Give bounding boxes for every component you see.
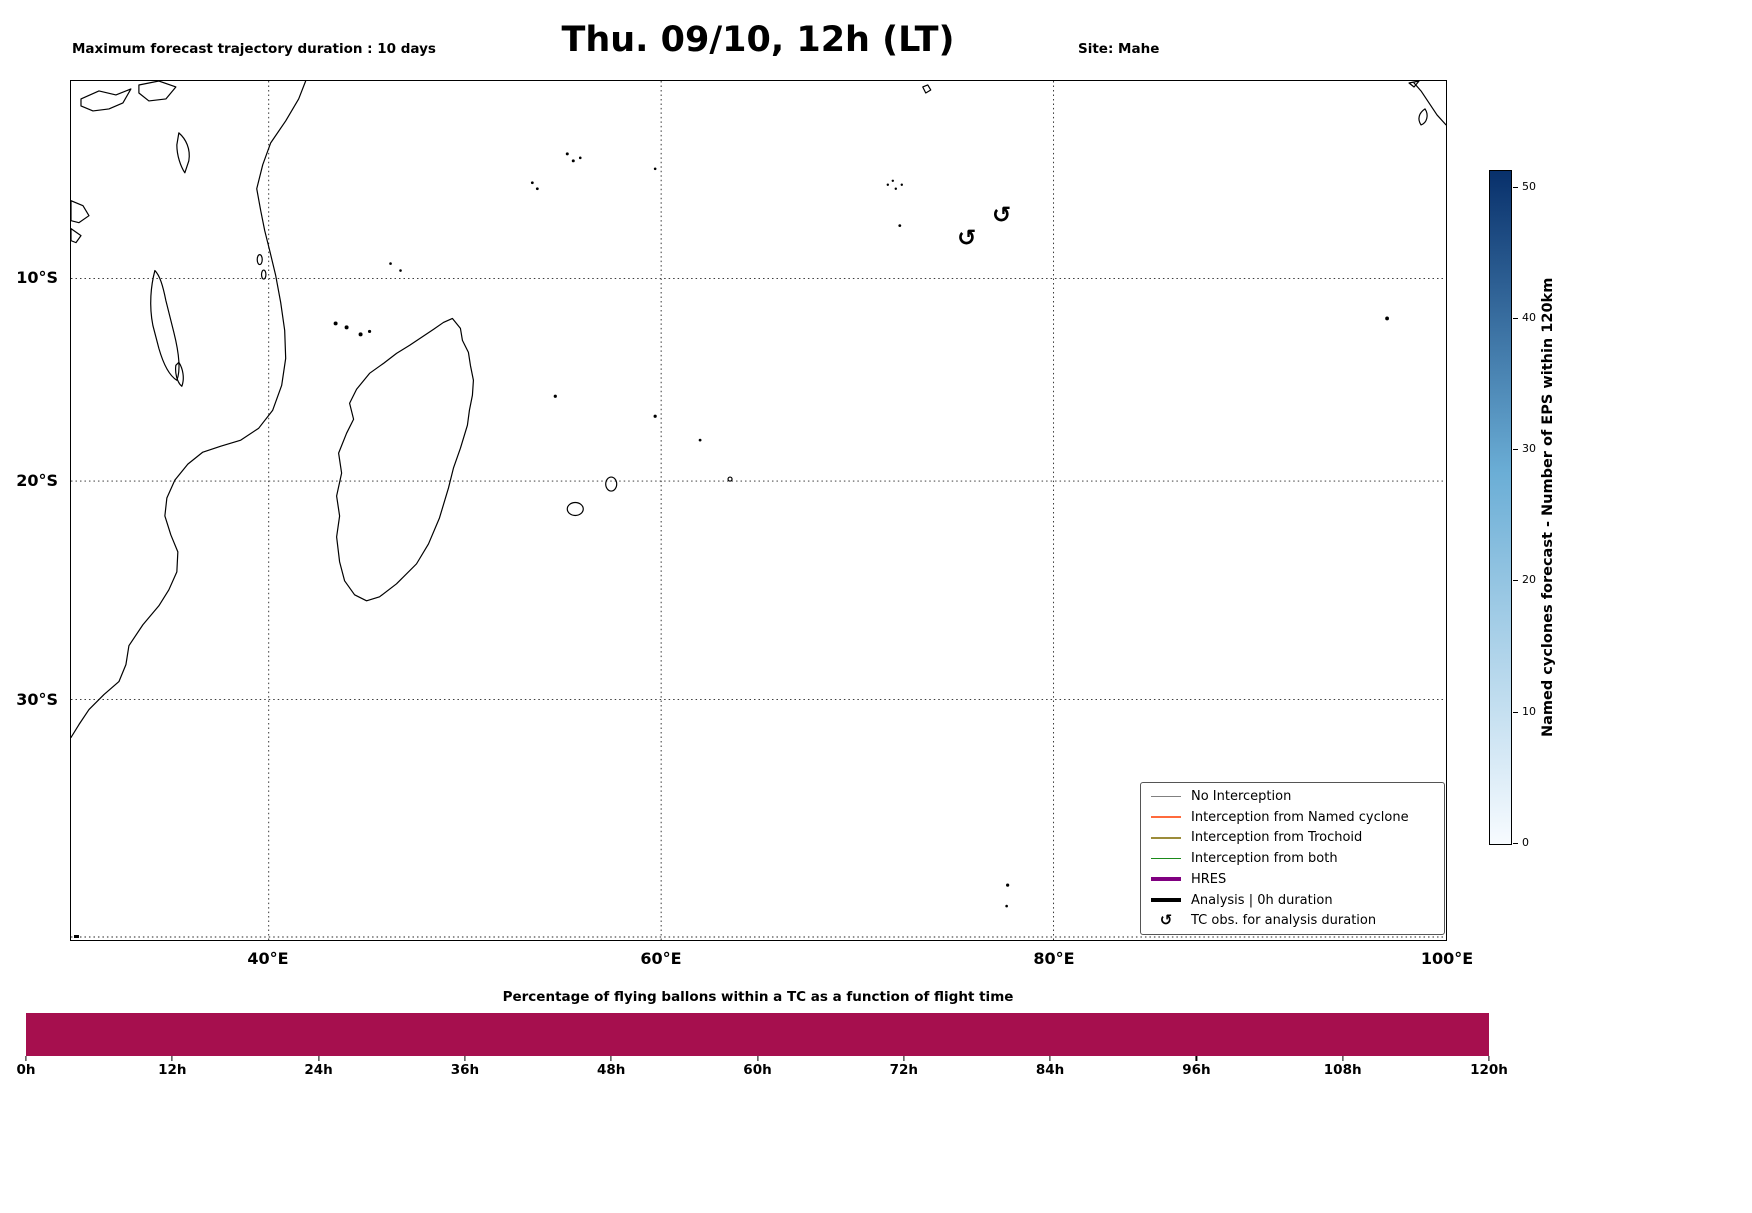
coast-fragment-a bbox=[80, 88, 132, 112]
coast-fragment-left2 bbox=[71, 228, 82, 244]
colorbar-tick-label: 20 bbox=[1522, 573, 1536, 586]
sumatra-island bbox=[1418, 108, 1428, 126]
legend-item-analysis: Analysis | 0h duration bbox=[1141, 893, 1444, 908]
pemba-island bbox=[260, 269, 267, 280]
zanzibar-island bbox=[256, 253, 263, 266]
ytick-10s: 10°S bbox=[16, 268, 58, 287]
colorbar-tick-label: 0 bbox=[1522, 836, 1529, 849]
axis-tick bbox=[1342, 1056, 1344, 1061]
map-canvas: ↺ ↺ bbox=[71, 81, 1446, 940]
axis-tick-label: 60h bbox=[743, 1062, 772, 1078]
max-duration-line: Maximum forecast trajectory duration : 1… bbox=[72, 41, 436, 57]
colorbar-axis-label: Named cyclones forecast - Number of EPS … bbox=[1540, 277, 1556, 738]
sumatra-coast bbox=[1413, 82, 1446, 126]
axis-tick-label: 36h bbox=[450, 1062, 480, 1078]
colorbar-tick-label: 10 bbox=[1522, 705, 1536, 718]
legend-line-orange bbox=[1151, 816, 1181, 818]
legend-label: Interception from Named cyclone bbox=[1191, 809, 1409, 825]
axis-tick bbox=[1049, 1056, 1051, 1061]
tc-observation-icon: ↺ bbox=[992, 203, 1011, 229]
axis-tick bbox=[25, 1056, 27, 1061]
legend-item-both: Interception from both bbox=[1141, 851, 1444, 866]
axis-tick-label: 72h bbox=[889, 1062, 918, 1078]
coastline-africa bbox=[71, 81, 307, 739]
axis-tick bbox=[318, 1056, 320, 1061]
lake-malawi bbox=[150, 269, 180, 381]
legend-item-tc-obs: ↺ TC obs. for analysis duration bbox=[1141, 911, 1444, 930]
colorbar-tick bbox=[1513, 187, 1518, 189]
legend-line-olive bbox=[1151, 837, 1181, 839]
balloon-chart-title: Percentage of flying ballons within a TC… bbox=[502, 989, 1014, 1005]
axis-tick-label: 120h bbox=[1470, 1062, 1508, 1078]
colorbar-tick-label: 50 bbox=[1522, 180, 1536, 193]
axis-tick-label: 12h bbox=[158, 1062, 187, 1078]
colorbar-tick bbox=[1513, 843, 1518, 845]
colorbar-tick-label: 30 bbox=[1522, 442, 1536, 455]
xtick-60e: 60°E bbox=[640, 949, 682, 968]
colorbar-tick bbox=[1513, 580, 1518, 582]
legend-label: Analysis | 0h duration bbox=[1191, 892, 1333, 908]
legend-label: HRES bbox=[1191, 871, 1227, 887]
ytick-20s: 20°S bbox=[16, 471, 58, 490]
axis-tick-label: 96h bbox=[1182, 1062, 1211, 1078]
legend-label: TC obs. for analysis duration bbox=[1191, 913, 1377, 929]
coast-fragment-b bbox=[138, 81, 177, 102]
axis-tick-label: 108h bbox=[1323, 1062, 1362, 1078]
island-elongated bbox=[176, 132, 190, 174]
legend-line-black bbox=[1151, 898, 1181, 902]
axis-tick-label: 84h bbox=[1035, 1062, 1065, 1078]
legend-line-purple bbox=[1151, 877, 1181, 882]
legend-item-hres: HRES bbox=[1141, 872, 1444, 887]
xtick-100e: 100°E bbox=[1420, 949, 1474, 968]
xtick-40e: 40°E bbox=[247, 949, 289, 968]
cyclone-icon: ↺ bbox=[1159, 911, 1173, 930]
corner-fragment bbox=[1408, 81, 1420, 88]
coast-fragment-left1 bbox=[71, 200, 90, 224]
legend-label: No Interception bbox=[1191, 788, 1292, 804]
tc-observation-icon: ↺ bbox=[957, 226, 976, 252]
axis-tick-label: 24h bbox=[304, 1062, 333, 1078]
colorbar-gradient bbox=[1489, 170, 1512, 845]
axis-tick bbox=[464, 1056, 466, 1061]
reunion-island bbox=[566, 501, 584, 517]
axis-tick bbox=[903, 1056, 905, 1061]
legend-item-trochoid: Interception from Trochoid bbox=[1141, 830, 1444, 845]
axis-tick bbox=[610, 1056, 612, 1061]
legend-line-green bbox=[1151, 857, 1181, 860]
axis-tick bbox=[1195, 1056, 1197, 1061]
tc-observations: ↺ ↺ bbox=[957, 203, 1011, 252]
ytick-30s: 30°S bbox=[16, 690, 58, 709]
site-line: Site: Mahe bbox=[1078, 41, 1160, 57]
axis-tick bbox=[171, 1056, 173, 1061]
lake-small bbox=[175, 361, 184, 387]
colorbar-tick-label: 40 bbox=[1522, 311, 1536, 324]
axis-tick-label: 48h bbox=[596, 1062, 626, 1078]
coastlines bbox=[71, 81, 1446, 739]
legend-label: Interception from both bbox=[1191, 851, 1338, 866]
axis-tick bbox=[1488, 1056, 1490, 1061]
colorbar-tick bbox=[1513, 449, 1518, 451]
madagascar bbox=[336, 317, 475, 602]
map-legend: No Interception Interception from Named … bbox=[1140, 782, 1445, 935]
legend-item-no-interception: No Interception bbox=[1141, 789, 1444, 804]
top-center-islet bbox=[922, 84, 932, 94]
balloon-percentage-bar bbox=[26, 1013, 1489, 1056]
balloon-chart-axis: 0h 12h 24h 36h 48h 60h 72h 84h 96h 108h … bbox=[16, 1056, 1508, 1080]
xtick-80e: 80°E bbox=[1033, 949, 1075, 968]
axis-tick bbox=[756, 1056, 759, 1061]
rodrigues-island bbox=[727, 476, 733, 482]
legend-line-gray bbox=[1151, 795, 1181, 797]
colorbar-tick bbox=[1513, 712, 1518, 714]
page-title: Thu. 09/10, 12h (LT) bbox=[561, 20, 955, 60]
mauritius-island bbox=[605, 476, 618, 492]
island-dots bbox=[73, 152, 1389, 939]
colorbar-tick bbox=[1513, 318, 1518, 320]
legend-item-named-cyclone: Interception from Named cyclone bbox=[1141, 810, 1444, 825]
axis-tick-label: 0h bbox=[16, 1062, 36, 1078]
legend-label: Interception from Trochoid bbox=[1191, 830, 1363, 846]
